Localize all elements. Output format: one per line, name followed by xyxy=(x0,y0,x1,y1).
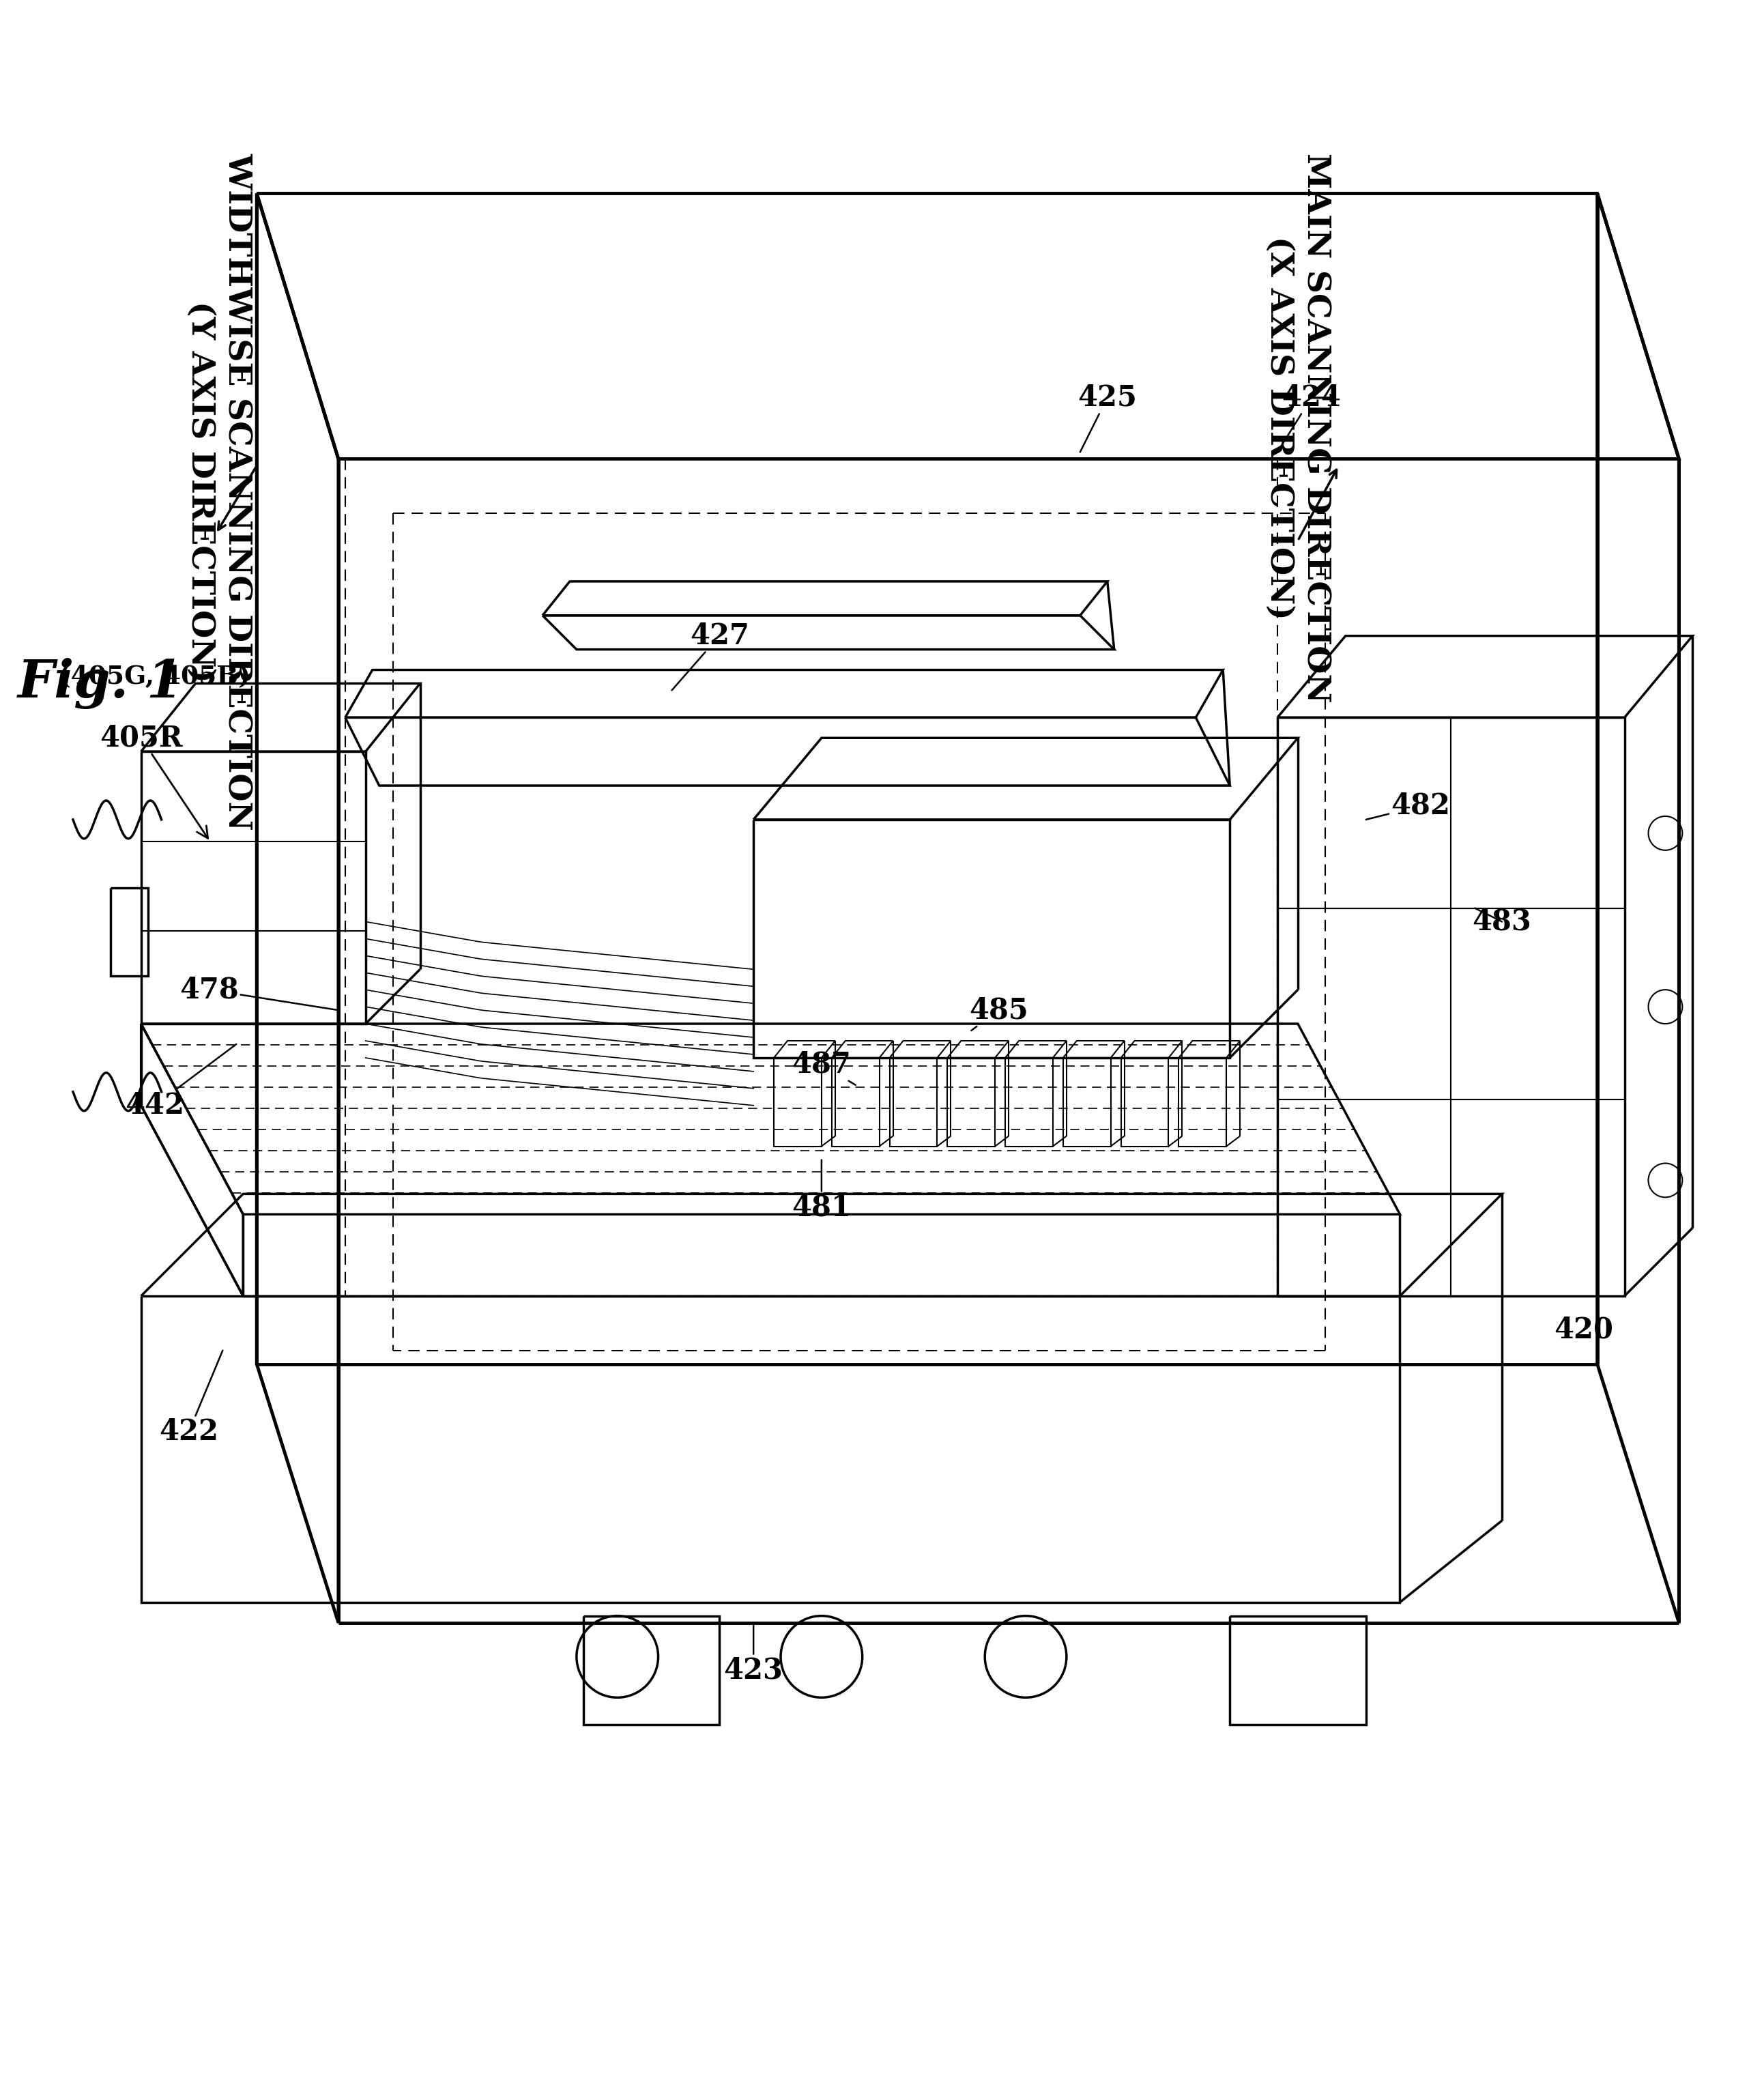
Text: MAIN SCANNING DIRECTION
(X AXIS DIRECTION): MAIN SCANNING DIRECTION (X AXIS DIRECTIO… xyxy=(1265,152,1332,703)
Text: 425: 425 xyxy=(1078,384,1138,453)
Text: 482: 482 xyxy=(1365,791,1450,820)
Text: 483: 483 xyxy=(1473,908,1531,935)
Text: 423: 423 xyxy=(723,1624,783,1684)
Text: 485: 485 xyxy=(968,995,1028,1031)
Text: 424: 424 xyxy=(1277,384,1341,453)
Text: 422: 422 xyxy=(159,1350,222,1446)
Text: 481: 481 xyxy=(792,1160,852,1221)
Text: WIDTHWISE SCANNING DIRECTION
(Y AXIS DIRECTION): WIDTHWISE SCANNING DIRECTION (Y AXIS DIR… xyxy=(185,152,254,831)
Text: 487: 487 xyxy=(792,1050,856,1085)
Text: Fig. 1: Fig. 1 xyxy=(18,657,183,710)
Text: 405R: 405R xyxy=(99,724,208,839)
Text: 420: 420 xyxy=(1554,1315,1614,1344)
Text: 478: 478 xyxy=(180,975,339,1010)
Text: (405G, 405B): (405G, 405B) xyxy=(58,664,250,689)
Text: 442: 442 xyxy=(125,1044,236,1121)
Text: 427: 427 xyxy=(672,622,750,691)
